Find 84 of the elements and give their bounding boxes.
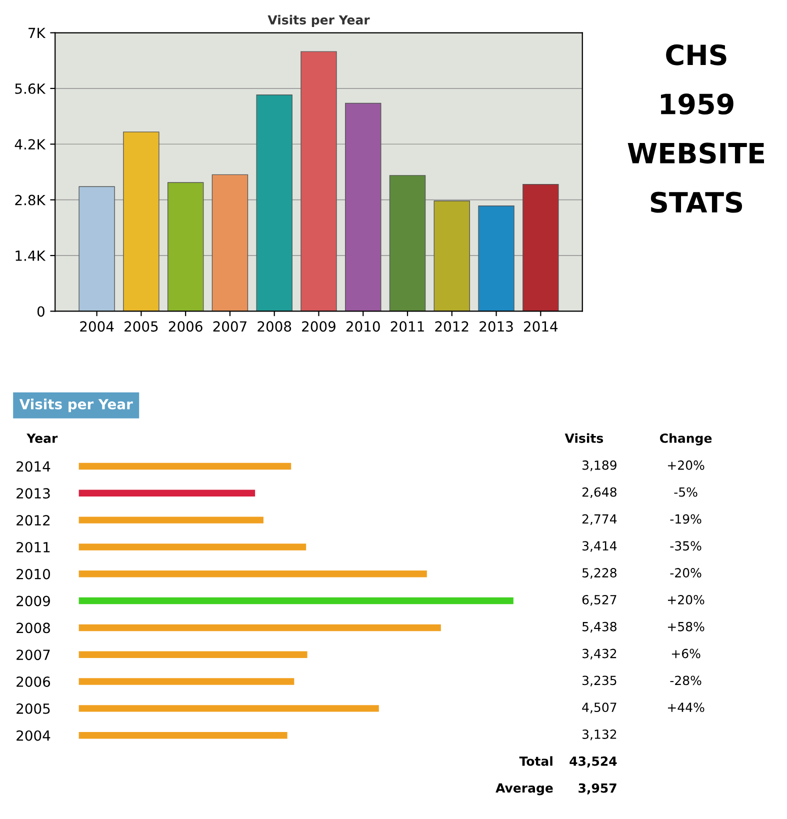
bar [389, 175, 426, 312]
chart-title: Visits per Year [19, 398, 133, 412]
x-tick-label: 2004 [80, 321, 114, 332]
bar [212, 174, 248, 312]
text: Average [496, 783, 553, 796]
data-label: 3,235 [582, 676, 616, 686]
text: -28% [670, 676, 702, 686]
text: Visits [564, 433, 604, 443]
y-tick-label: 2004 [16, 730, 50, 741]
text: +20% [668, 594, 704, 604]
bar [167, 182, 204, 312]
data-label: 3,432 [582, 648, 616, 660]
bar [478, 206, 514, 312]
y-tick-label: 2006 [16, 676, 50, 687]
text: -19% [670, 514, 702, 524]
bar [78, 678, 294, 685]
data-label: 3,132 [582, 730, 616, 740]
bar [78, 570, 427, 578]
bar [434, 200, 470, 312]
data-label: 5,438 [582, 622, 616, 633]
x-tick-label: 2010 [346, 321, 380, 332]
y-tick-label: 2011 [16, 542, 50, 552]
y-tick-label: 2007 [16, 650, 50, 660]
data-label: 2,648 [582, 487, 616, 498]
text: 3,957 [578, 783, 616, 794]
bar [78, 490, 256, 497]
text: +44% [668, 702, 704, 712]
text: +20% [668, 460, 704, 470]
text: -5% [674, 487, 698, 497]
x-tick-label: 2014 [524, 321, 558, 332]
bar [345, 102, 382, 312]
y-tick-label: 5.6K [15, 83, 46, 94]
x-tick-label: 2006 [168, 321, 202, 332]
bar [300, 51, 337, 312]
x-tick-label: 2008 [258, 321, 292, 332]
text: +6% [672, 648, 700, 658]
text: Change [660, 433, 712, 446]
bar [78, 186, 115, 312]
data-label: 2,774 [582, 514, 617, 525]
data-label: 3,189 [582, 460, 616, 472]
bar [78, 624, 441, 632]
bar [78, 651, 308, 658]
text: 1959 [660, 94, 734, 115]
y-tick-label: 2014 [16, 461, 50, 472]
bar [78, 462, 292, 470]
bar [78, 544, 306, 550]
text: WEBSITE [628, 142, 764, 164]
x-tick-label: 2012 [435, 321, 468, 332]
y-tick-label: 2009 [16, 596, 50, 606]
x-tick-label: 2013 [480, 321, 513, 332]
y-tick-label: 1.4K [16, 250, 46, 261]
data-label: 3,414 [582, 541, 617, 552]
chart-title: Visits per Year [268, 14, 370, 28]
bar [123, 132, 160, 312]
y-tick-label: 0 [37, 306, 44, 317]
text: 43,524 [570, 756, 617, 768]
text: Year [26, 434, 58, 443]
y-tick-label: 2005 [16, 703, 50, 714]
text: -35% [670, 541, 702, 551]
y-tick-label: 2012 [16, 515, 50, 526]
x-tick-label: 2007 [213, 321, 246, 332]
y-tick-label: 7K [28, 28, 46, 38]
text: STATS [650, 192, 742, 213]
text: -20% [670, 568, 702, 578]
y-tick-label: 2.8K [15, 194, 46, 206]
y-tick-label: 2008 [16, 622, 50, 634]
x-tick-label: 2009 [302, 321, 336, 332]
bar [256, 94, 292, 312]
text: Total [519, 756, 552, 766]
data-label: 5,228 [582, 568, 616, 579]
bar [522, 184, 559, 312]
text: +58% [668, 622, 704, 632]
bar [78, 732, 288, 739]
bar [78, 705, 379, 712]
data-label: 6,527 [582, 594, 616, 606]
data-label: 4,507 [582, 702, 616, 714]
y-tick-label: 4.2K [14, 139, 46, 150]
y-tick-label: 2010 [16, 568, 50, 580]
y-tick-label: 2013 [16, 488, 50, 499]
text: CHS [666, 44, 726, 66]
x-tick-label: 2005 [124, 321, 158, 332]
bar [78, 516, 264, 524]
bar [78, 597, 514, 604]
x-tick-label: 2011 [390, 321, 424, 332]
